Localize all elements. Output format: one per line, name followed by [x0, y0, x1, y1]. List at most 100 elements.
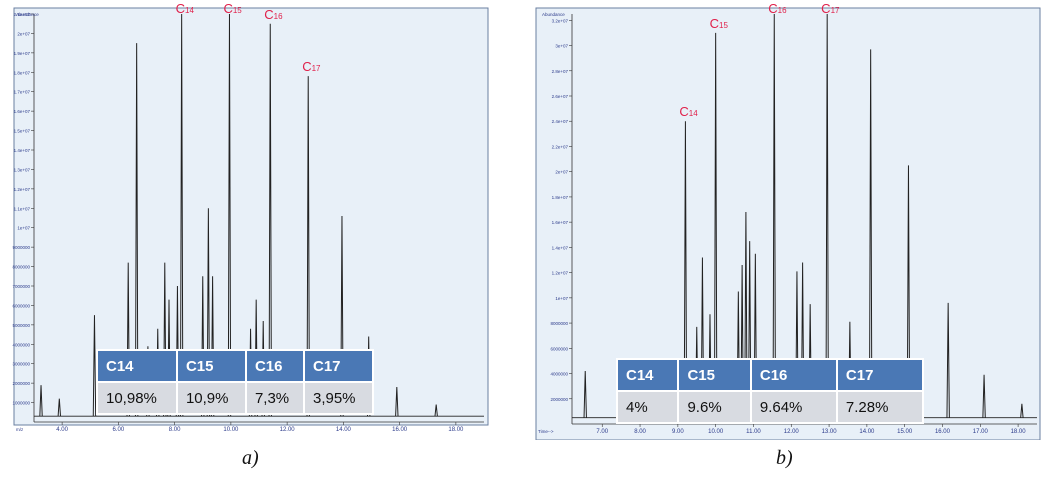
peak — [906, 165, 911, 418]
chromatogram-b: 2000000 4000000 6000000 8000000 1e+07 1.2e+07… — [532, 0, 1045, 440]
x-tick-label: 16.00 — [392, 427, 408, 433]
chromatogram-a: 1000000 2000000 3000000 4000000 5000000 60000… — [0, 0, 502, 440]
peak — [982, 374, 986, 418]
x-tick-label: 12.00 — [280, 427, 296, 433]
y-tick-label: 3.2e+07 — [552, 18, 569, 23]
peak — [772, 13, 776, 418]
header-cell: C16 — [749, 358, 838, 392]
x-tick-label: 18.00 — [448, 427, 464, 433]
peak-label-c15: C15 — [710, 17, 728, 30]
results-header-row: C14 C15 C16 C17 — [615, 358, 925, 392]
x-tick-label: 8.00 — [634, 429, 646, 435]
peak — [713, 32, 718, 418]
peak-label-c16: C16 — [768, 2, 786, 15]
y-tick-label: 1.2e+07 — [552, 271, 569, 276]
y-tick-label: 1e+07 — [17, 226, 30, 231]
x-tick-label: 8.00 — [169, 427, 181, 433]
peak — [206, 208, 211, 417]
peak — [1020, 403, 1024, 418]
peak — [395, 387, 399, 417]
x-tick-label: 14.00 — [859, 429, 875, 435]
y-tick-label: 2.1e+07 — [14, 12, 31, 17]
y-tick-label: 9000000 — [12, 245, 30, 250]
peak-label-letter: C — [223, 1, 233, 16]
peak — [227, 13, 232, 417]
y-tick-label: 6000000 — [12, 303, 30, 308]
peak-label-subscript: 15 — [232, 6, 242, 15]
header-cell: C15 — [175, 349, 247, 383]
x-tick-label: 16.00 — [935, 429, 951, 435]
peak — [825, 13, 829, 418]
value-cell: 4% — [615, 390, 680, 424]
y-tick-label: 3e+07 — [555, 44, 568, 49]
peak-label-letter: C — [821, 1, 831, 16]
value-cell: 10,98% — [96, 381, 178, 415]
peak-label-letter: C — [264, 6, 274, 22]
y-tick-label: 1e+07 — [555, 296, 568, 301]
header-cell: C17 — [835, 358, 925, 392]
peak — [179, 13, 184, 417]
y-axis-title: Abundance — [542, 12, 565, 17]
results-value-row: 4% 9.6% 9.64% 7.28% — [615, 390, 925, 424]
x-tick-label: 17.00 — [973, 429, 989, 435]
header-cell: C16 — [244, 349, 305, 383]
y-tick-label: 3000000 — [12, 362, 30, 367]
peak-label-subscript: 17 — [830, 6, 840, 15]
peak-label-letter: C — [768, 1, 778, 16]
y-tick-label: 4000000 — [12, 342, 30, 347]
y-tick-label: 1.5e+07 — [14, 129, 31, 134]
y-tick-label: 8000000 — [12, 265, 30, 270]
peak-label-letter: C — [679, 104, 689, 120]
peak — [434, 404, 438, 417]
y-tick-label: 2e+07 — [555, 170, 568, 175]
x-tick-label: 4.00 — [56, 427, 68, 433]
y-tick-label: 4000000 — [550, 372, 568, 377]
y-tick-label: 1.6e+07 — [552, 220, 569, 225]
y-tick-label: 7000000 — [12, 284, 30, 289]
y-tick-label: 1.4e+07 — [14, 148, 31, 153]
x-tick-label: 13.00 — [822, 429, 838, 435]
y-tick-label: 2000000 — [12, 381, 30, 386]
results-table-b: C14 C15 C16 C17 4% 9.6% 9.64% 7.28% — [615, 358, 925, 424]
y-tick-label: 1.8e+07 — [14, 70, 31, 75]
peak-label-subscript: 17 — [311, 64, 321, 74]
peak-label-c14: C14 — [176, 2, 194, 15]
peak-label-c14: C14 — [679, 105, 697, 118]
value-cell: 7,3% — [244, 381, 305, 415]
y-tick-label: 1.4e+07 — [552, 245, 569, 250]
x-tick-label: 6.00 — [113, 427, 125, 433]
y-tick-label: 2.4e+07 — [552, 119, 569, 124]
peak — [268, 23, 272, 417]
header-cell: C14 — [96, 349, 178, 383]
results-header-row: C14 C15 C16 C17 — [96, 349, 375, 383]
x-tick-label: 9.00 — [672, 429, 684, 435]
peak — [92, 315, 97, 417]
y-tick-label: 2.6e+07 — [552, 94, 569, 99]
peak — [134, 43, 139, 417]
x-tick-label: 12.00 — [784, 429, 800, 435]
y-tick-label: 1.6e+07 — [14, 109, 31, 114]
peak — [946, 302, 950, 418]
y-tick-label: 8000000 — [550, 321, 568, 326]
x-tick-label: 18.00 — [1011, 429, 1027, 435]
x-tick-label: 7.00 — [596, 429, 608, 435]
peak-label-subscript: 15 — [719, 20, 728, 30]
peak-label-c16: C16 — [264, 8, 282, 21]
peak-label-subscript: 16 — [777, 6, 787, 15]
peak-label-subscript: 14 — [688, 109, 698, 119]
peak — [57, 398, 62, 417]
x-tick-label: 10.00 — [708, 429, 724, 435]
peak-label-subscript: 14 — [185, 6, 194, 15]
y-tick-label: 1.1e+07 — [14, 206, 31, 211]
peak-label-c17: C17 — [821, 2, 839, 15]
y-tick-label: 2.2e+07 — [552, 144, 569, 149]
y-tick-label: 1.8e+07 — [552, 195, 569, 200]
results-table-a: C14 C15 C16 C17 10,98% 10,9% 7,3% 3,95% — [96, 349, 375, 415]
peak — [683, 121, 688, 418]
y-tick-label: 6000000 — [550, 346, 568, 351]
results-value-row: 10,98% 10,9% 7,3% 3,95% — [96, 381, 375, 415]
peak-label-letter: C — [709, 15, 720, 31]
value-cell: 7.28% — [835, 390, 925, 424]
y-tick-label: 1.2e+07 — [14, 187, 31, 192]
x-axis-title: Time--> — [538, 429, 554, 434]
